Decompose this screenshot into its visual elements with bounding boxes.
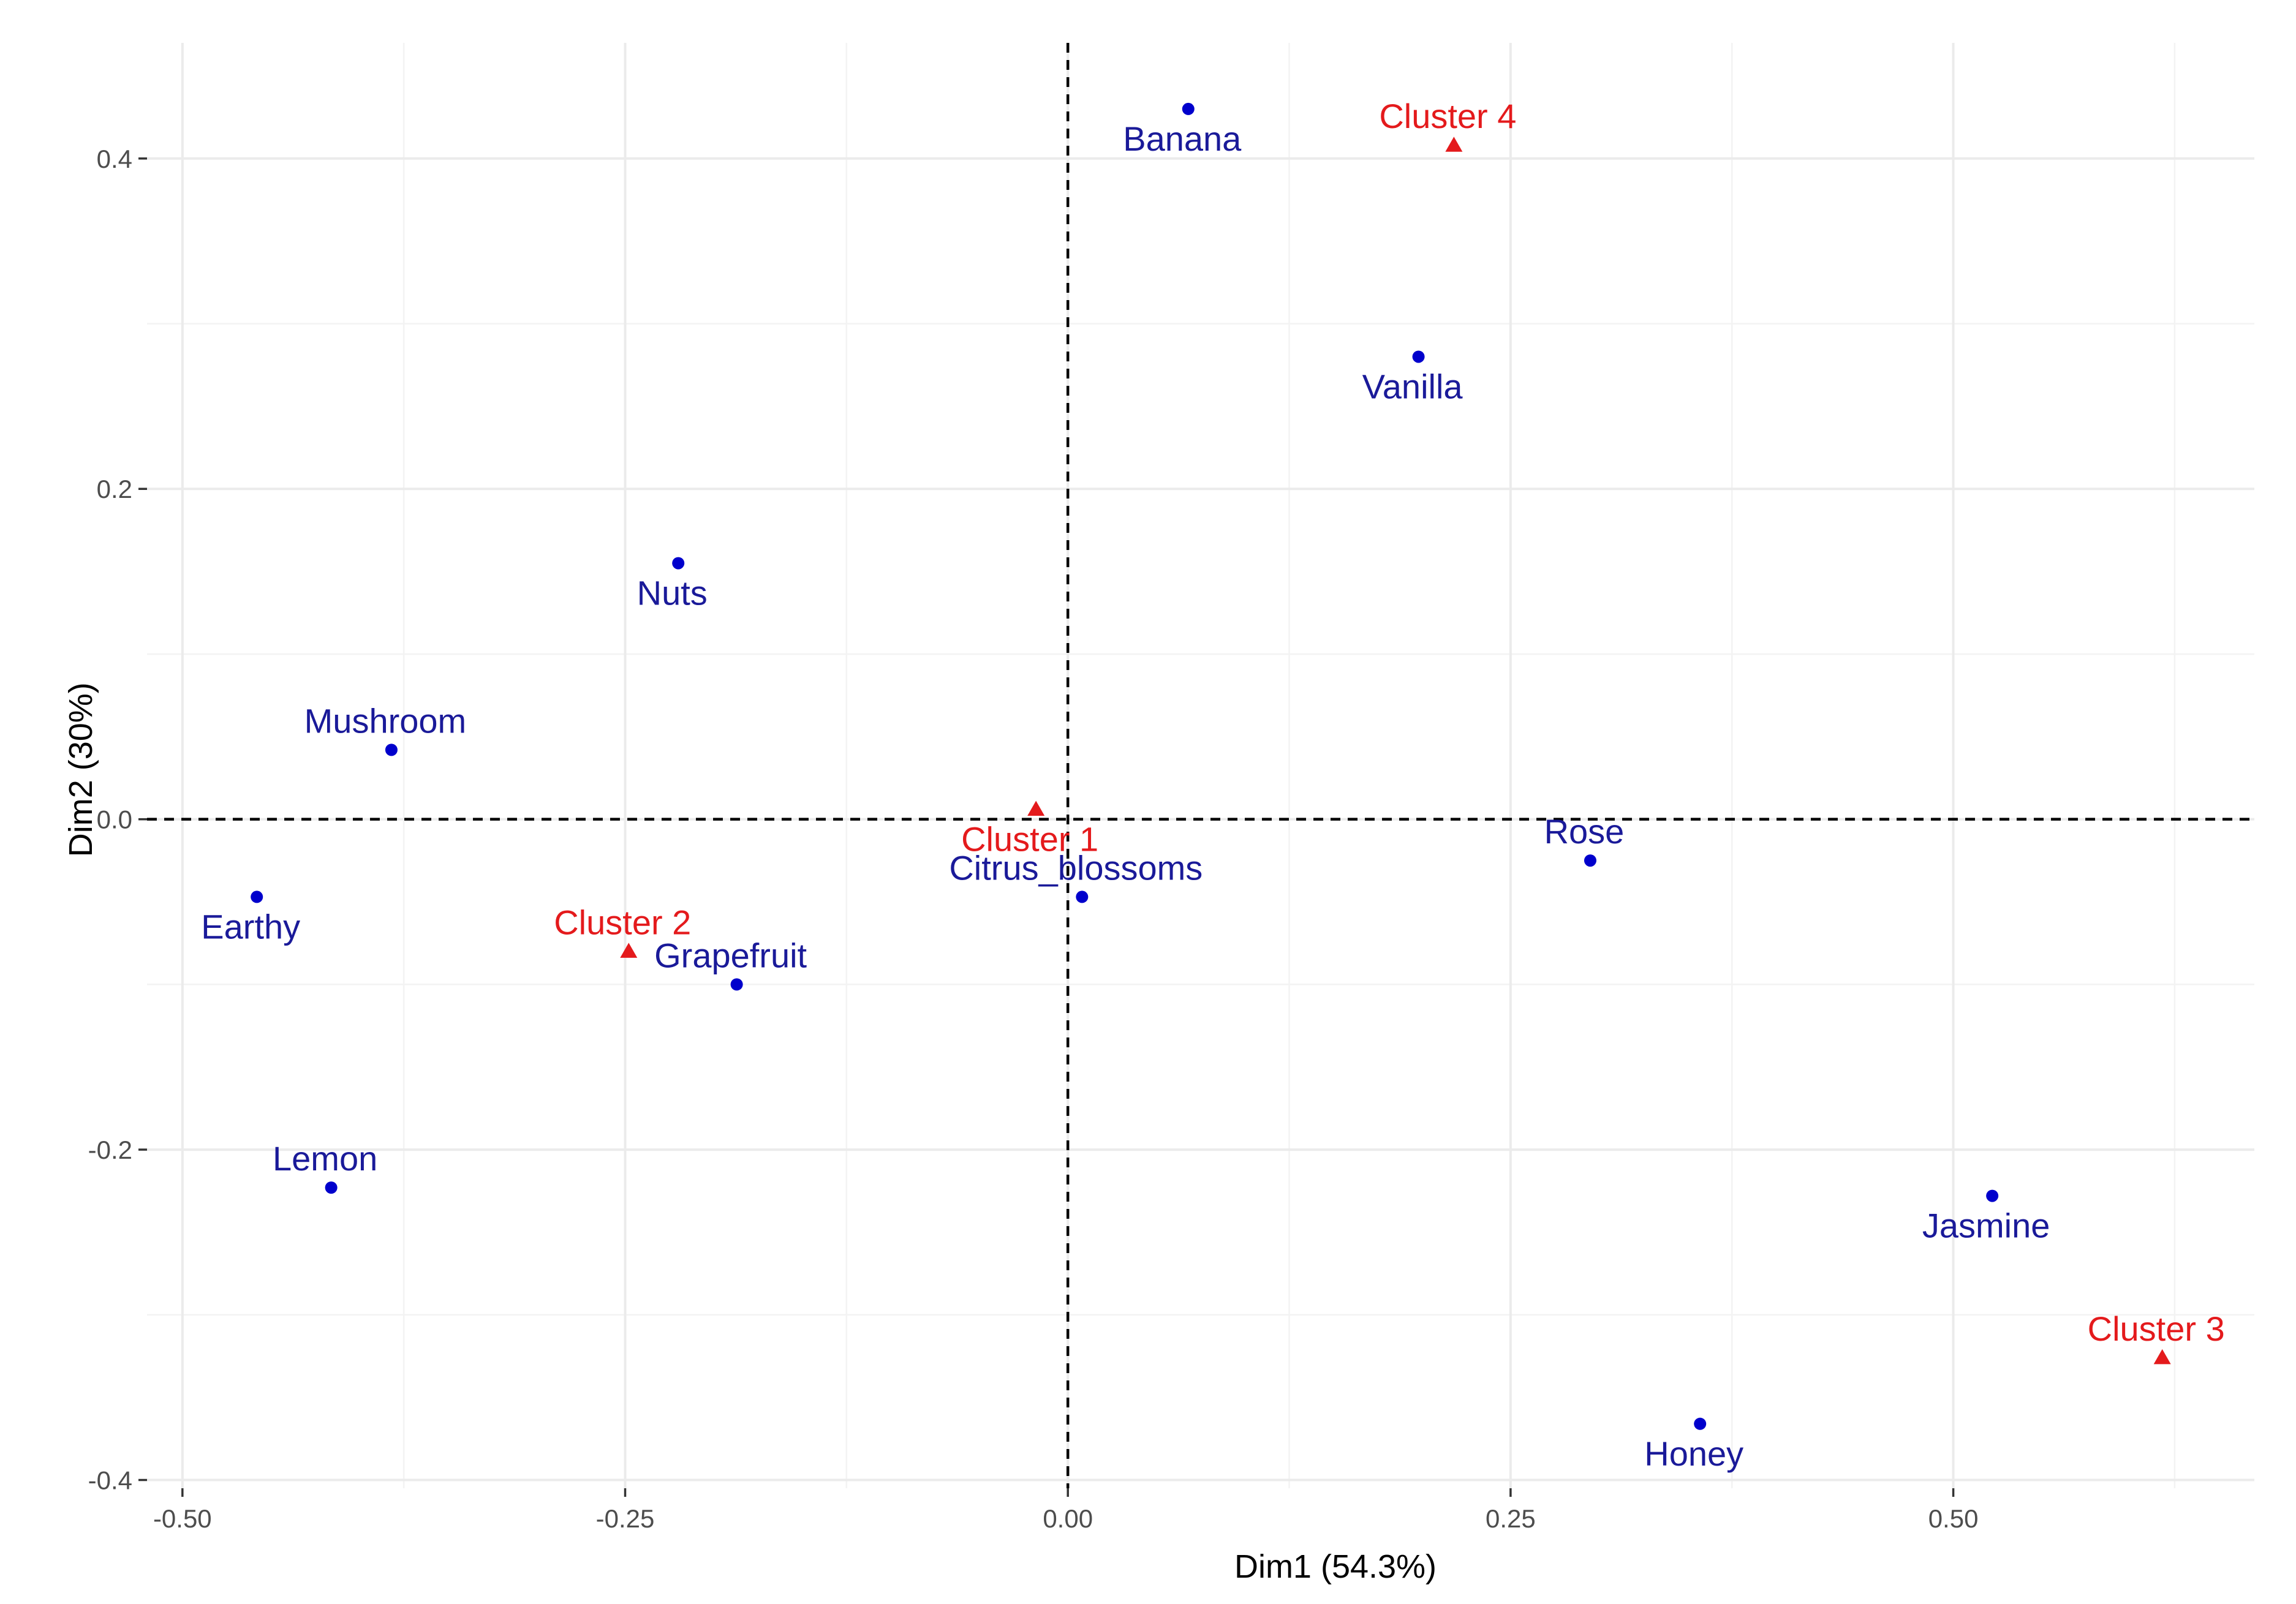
variable-label: Banana <box>1123 119 1242 158</box>
axis-ticks: -0.50 -0.25 0.00 0.25 0.50 -0.4 -0.2 0.0 0.2 0.4 <box>88 145 1979 1533</box>
variable-point-marker <box>1694 1417 1707 1430</box>
x-tick-label: 0.50 <box>1928 1504 1979 1533</box>
y-tick-label: -0.4 <box>88 1466 132 1495</box>
variable-label: Grapefruit <box>654 936 807 974</box>
variable-point-marker <box>385 744 398 756</box>
reference-lines <box>147 43 2254 1488</box>
y-tick-label: 0.4 <box>97 145 132 173</box>
cluster-centroid-marker <box>1445 137 1463 152</box>
x-tick-label: -0.25 <box>596 1504 655 1533</box>
variable-label: Mushroom <box>304 701 467 740</box>
variable-point-marker <box>1412 350 1425 363</box>
variable-point-marker <box>730 978 743 991</box>
variable-point-marker <box>1076 890 1089 903</box>
cluster-centroid-marker <box>1027 800 1045 816</box>
variable-point-marker <box>251 890 263 903</box>
x-tick-label: -0.50 <box>153 1504 212 1533</box>
variable-label: Jasmine <box>1922 1207 2050 1245</box>
variable-point-marker <box>1182 102 1195 115</box>
variable-label: Honey <box>1644 1434 1743 1473</box>
variable-point-marker <box>1584 854 1596 867</box>
cluster-label: Cluster 1 <box>961 819 1098 858</box>
data-points <box>251 102 2171 1430</box>
variable-point-marker <box>325 1181 338 1194</box>
cluster-centroid-marker <box>620 943 638 958</box>
variable-label: Earthy <box>201 907 300 946</box>
variable-label: Rose <box>1544 812 1625 851</box>
y-axis-title: Dim2 (30%) <box>62 682 99 857</box>
y-tick-label: -0.2 <box>88 1135 132 1164</box>
cluster-label: Cluster 4 <box>1379 97 1516 135</box>
variable-label: Lemon <box>273 1139 377 1178</box>
y-tick-label: 0.2 <box>97 475 132 503</box>
variable-point-marker <box>672 557 685 570</box>
cluster-label: Cluster 2 <box>554 903 691 941</box>
point-labels: Banana Vanilla Nuts Mushroom Earthy Citrus_bl… <box>201 97 2224 1473</box>
y-tick-label: 0.0 <box>97 805 132 834</box>
variable-label: Nuts <box>637 574 708 612</box>
cluster-label: Cluster 3 <box>2088 1309 2225 1348</box>
x-tick-label: 0.25 <box>1486 1504 1536 1533</box>
variable-point-marker <box>1986 1189 1999 1202</box>
variable-label: Citrus_blossoms <box>949 848 1203 887</box>
variable-label: Vanilla <box>1362 367 1463 405</box>
x-tick-label: 0.00 <box>1043 1504 1093 1533</box>
x-axis-title: Dim1 (54.3%) <box>1234 1548 1437 1585</box>
cluster-centroid-marker <box>2153 1349 2171 1365</box>
